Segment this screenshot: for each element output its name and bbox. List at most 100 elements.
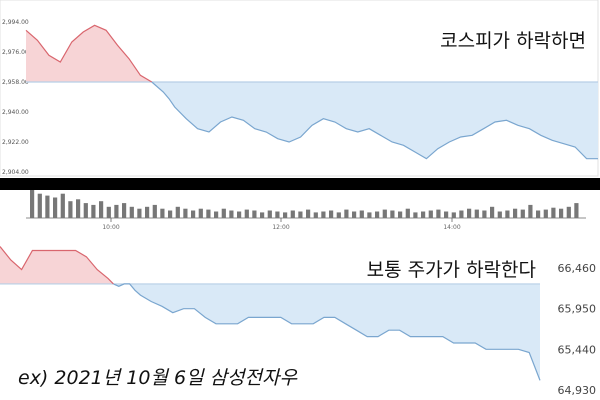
volume-bar (574, 203, 579, 218)
volume-bar (68, 201, 73, 218)
volume-bar (260, 212, 265, 218)
volume-bar (206, 209, 211, 218)
volume-bar (490, 206, 495, 218)
y-tick-label: 65,440 (558, 343, 597, 356)
volume-bar (390, 210, 395, 218)
volume-bar (237, 211, 242, 218)
volume-bar (329, 210, 334, 218)
divider (0, 178, 600, 190)
volume-bar (551, 207, 556, 218)
stock-panel: 66,460 65,950 65,440 64,930 보통 주가가 하락한다 ex)… (0, 246, 597, 397)
volume-bar (566, 206, 571, 218)
volume-bar (474, 209, 479, 218)
volume-bar (467, 208, 472, 218)
kospi-down-line (151, 81, 598, 160)
volume-bar (344, 209, 349, 218)
volume-bar (543, 209, 548, 218)
volume-bar (152, 204, 157, 218)
volume-bar (214, 211, 219, 218)
volume-bar (497, 211, 502, 218)
y-tick-label: 2,940.00 (2, 109, 29, 116)
volume-bar (45, 195, 50, 218)
stock-up-area (0, 246, 114, 284)
y-tick-label: 2,958.00 (2, 79, 29, 86)
volume-bar (352, 211, 357, 218)
kospi-down-area (151, 82, 599, 159)
x-tick-label: 14:00 (443, 224, 460, 231)
kospi-up-line (25, 24, 153, 83)
y-tick-label: 2,994.00 (2, 19, 29, 26)
volume-bar (53, 197, 58, 218)
volume-bar (421, 211, 426, 218)
volume-bar (413, 212, 418, 218)
annotation-example: ex) 2021년 10월 6일 삼성전자우 (18, 367, 298, 389)
volume-bar (336, 212, 341, 218)
y-tick-label: 2,904.00 (2, 169, 29, 176)
annotation-bottom: 보통 주가가 하락한다 (367, 259, 536, 281)
volume-bar (398, 211, 403, 218)
volume-bar (83, 203, 88, 218)
volume-bar (436, 209, 441, 218)
y-tick-label: 65,950 (558, 303, 597, 316)
volume-bar (175, 206, 180, 218)
volume-bar (444, 211, 449, 218)
volume-bar (559, 208, 564, 218)
volume-bar (183, 208, 188, 218)
volume-bar (513, 208, 518, 218)
volume-bar (267, 210, 272, 218)
volume-bar (137, 208, 142, 218)
volume-bar (375, 211, 380, 218)
volume-bar (505, 210, 510, 218)
volume-bar (283, 212, 288, 218)
volume-bar (482, 210, 487, 218)
volume-bar (428, 210, 433, 218)
volume-bar (91, 204, 96, 218)
volume-bar (129, 206, 134, 218)
volume-bar (405, 208, 410, 218)
volume-panel: 10:00 12:00 14:00 (26, 190, 586, 231)
kospi-up-area (26, 25, 152, 82)
y-tick-label: 66,460 (558, 262, 597, 275)
volume-bar (221, 208, 226, 218)
volume-bar (359, 210, 364, 218)
volume-bar (520, 209, 525, 218)
y-tick-label: 2,976.00 (2, 49, 29, 56)
volume-bar (306, 209, 311, 218)
volume-bar (252, 210, 257, 218)
volume-bar (122, 203, 127, 218)
volume-bar (367, 212, 372, 218)
volume-bar (191, 210, 196, 218)
volume-bar (244, 209, 249, 218)
kospi-panel: 2,994.00 2,976.00 2,958.00 2,940.00 2,922.00… (0, 0, 599, 177)
y-tick-label: 64,930 (558, 384, 597, 397)
volume-bar (168, 210, 173, 218)
volume-bar (313, 212, 318, 218)
volume-bar (37, 193, 42, 218)
volume-bar (76, 199, 81, 218)
stock-up-line (0, 246, 114, 285)
volume-bar (451, 212, 456, 218)
stock-down-area (113, 283, 541, 381)
volume-bar (160, 208, 165, 218)
volume-bar (30, 190, 35, 218)
volume-bar (382, 209, 387, 218)
volume-bar (298, 211, 303, 218)
y-tick-label: 2,922.00 (2, 139, 29, 146)
volume-bar (106, 206, 111, 218)
volume-bar (536, 210, 541, 218)
volume-bar (60, 193, 65, 218)
annotation-top: 코스피가 하락하면 (440, 30, 586, 52)
x-tick-label: 10:00 (102, 224, 119, 231)
volume-bar (229, 210, 234, 218)
volume-bar (459, 210, 464, 218)
volume-bar (198, 208, 203, 218)
volume-bar (114, 204, 119, 218)
volume-bar (275, 211, 280, 218)
stock-down-line (113, 283, 541, 381)
volume-bar (290, 210, 295, 218)
volume-bar (99, 201, 104, 218)
volume-bar (145, 206, 150, 218)
x-tick-label: 12:00 (272, 224, 289, 231)
volume-bar (321, 211, 326, 218)
